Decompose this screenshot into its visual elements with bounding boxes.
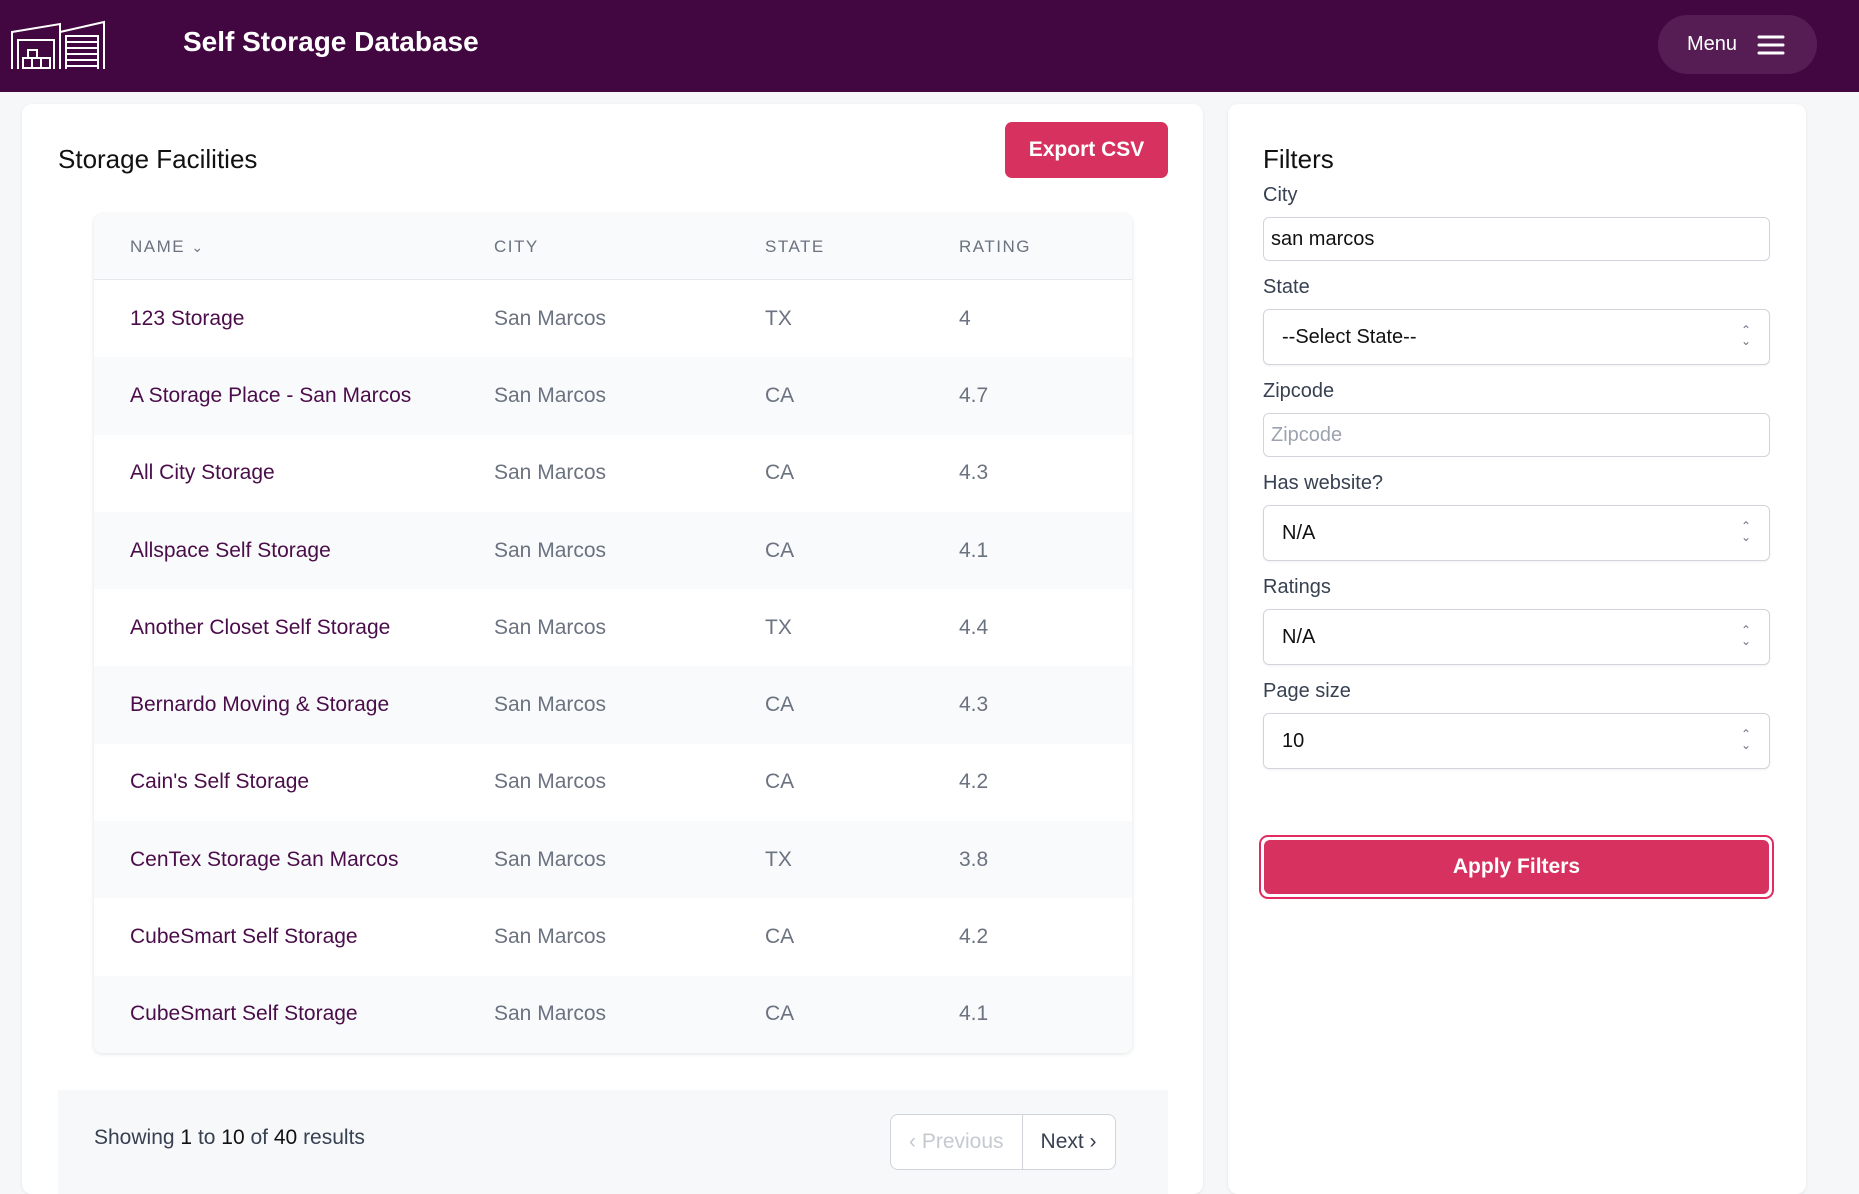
warehouse-logo-icon [11,20,105,69]
state-cell: CA [765,538,795,562]
filters-card: Filters City san marcos State --Select S… [1228,104,1806,1194]
facility-name-link[interactable]: 123 Storage [130,306,245,330]
table-row: 123 Storage San Marcos TX 4 [94,280,1132,357]
previous-button[interactable]: ‹ Previous [891,1115,1023,1169]
rating-cell: 4.4 [959,615,989,639]
has-website-select[interactable]: N/A ⌃ ⌄ [1263,505,1770,561]
pager: ‹ Previous Next › [890,1114,1116,1170]
menu-label: Menu [1687,33,1738,55]
state-cell: TX [765,306,792,330]
zipcode-label: Zipcode [1263,380,1335,402]
export-csv-button[interactable]: Export CSV [1005,122,1168,178]
rating-cell: 4.1 [959,1002,989,1026]
chevron-right-icon: › [1083,1130,1097,1153]
facility-name-link[interactable]: Bernardo Moving & Storage [130,693,390,717]
rating-cell: 4 [959,306,971,330]
facilities-card: Storage Facilities Export CSV NAME ⌄ CIT… [22,104,1203,1194]
table-row: CubeSmart Self Storage San Marcos CA 4.2 [94,898,1132,975]
select-chevron-icon: ⌃ ⌄ [1740,323,1751,348]
column-header-city: CITY [494,236,539,256]
table-row: Cain's Self Storage San Marcos CA 4.2 [94,744,1132,821]
state-cell: CA [765,383,795,407]
page-size-select[interactable]: 10 ⌃ ⌄ [1263,713,1770,769]
select-chevron-icon: ⌃ ⌄ [1740,623,1751,648]
facility-name-link[interactable]: Allspace Self Storage [130,538,331,562]
column-header-state: STATE [765,236,825,256]
pagination-bar: Showing 1 to 10 of 40 results ‹ Previous… [58,1090,1168,1194]
rating-cell: 4.1 [959,538,989,562]
next-button[interactable]: Next › [1040,1130,1097,1153]
city-cell: San Marcos [494,925,607,949]
city-cell: San Marcos [494,1002,607,1026]
has-website-label: Has website? [1263,472,1384,494]
page-size-label: Page size [1263,680,1351,702]
zipcode-input[interactable]: Zipcode [1263,413,1770,457]
table-row: Bernardo Moving & Storage San Marcos CA 4.3 [94,666,1132,744]
apply-filters-button[interactable]: Apply Filters [1259,835,1774,899]
rating-cell: 4.2 [959,770,989,794]
rating-cell: 4.3 [959,693,989,717]
app-title: Self Storage Database [183,26,479,57]
menu-button[interactable]: Menu [1658,15,1817,74]
city-cell: San Marcos [494,306,607,330]
facility-name-link[interactable]: Cain's Self Storage [130,770,310,794]
facility-name-link[interactable]: All City Storage [130,461,275,485]
hamburger-icon [1757,35,1785,54]
rating-cell: 3.8 [959,847,989,871]
table-row: CubeSmart Self Storage San Marcos CA 4.1 [94,975,1132,1053]
table-header: NAME ⌄ CITY STATE RATING [94,214,1132,280]
column-header-name[interactable]: NAME ⌄ [130,236,205,256]
select-chevron-icon: ⌃ ⌄ [1740,519,1751,544]
facility-name-link[interactable]: Another Closet Self Storage [130,615,391,639]
state-cell: CA [765,461,795,485]
chevron-down-icon: ⌄ [191,238,205,255]
city-cell: San Marcos [494,693,607,717]
facility-name-link[interactable]: CubeSmart Self Storage [130,925,358,949]
facility-name-link[interactable]: CenTex Storage San Marcos [130,847,399,871]
city-cell: San Marcos [494,770,607,794]
select-chevron-icon: ⌃ ⌄ [1740,727,1751,752]
top-bar: Self Storage Database Menu [0,0,1859,92]
ratings-label: Ratings [1263,576,1331,598]
state-cell: TX [765,847,792,871]
state-select[interactable]: --Select State-- ⌃ ⌄ [1263,309,1770,365]
facility-name-link[interactable]: A Storage Place - San Marcos [130,383,412,407]
ratings-select[interactable]: N/A ⌃ ⌄ [1263,609,1770,665]
facilities-table: NAME ⌄ CITY STATE RATING 123 Storage San … [94,214,1132,1053]
city-cell: San Marcos [494,847,607,871]
filters-title: Filters [1263,144,1334,174]
state-cell: CA [765,1002,795,1026]
table-row: Another Closet Self Storage San Marcos TX 4… [94,589,1132,666]
city-cell: San Marcos [494,461,607,485]
city-cell: San Marcos [494,615,607,639]
state-label: State [1263,276,1310,298]
rating-cell: 4.3 [959,461,989,485]
results-summary: Showing 1 to 10 of 40 results [94,1126,365,1149]
city-label: City [1263,184,1298,206]
rating-cell: 4.7 [959,383,989,407]
table-row: CenTex Storage San Marcos San Marcos TX 3.8 [94,821,1132,899]
state-cell: TX [765,615,792,639]
table-row: Allspace Self Storage San Marcos CA 4.1 [94,511,1132,590]
city-input[interactable]: san marcos [1263,217,1770,261]
facility-name-link[interactable]: CubeSmart Self Storage [130,1002,358,1026]
rating-cell: 4.2 [959,925,989,949]
chevron-left-icon: ‹ [909,1130,922,1153]
column-header-rating: RATING [959,236,1031,256]
table-row: All City Storage San Marcos CA 4.3 [94,435,1132,512]
state-cell: CA [765,693,795,717]
city-cell: San Marcos [494,383,607,407]
state-cell: CA [765,925,795,949]
table-row: A Storage Place - San Marcos San Marcos CA… [94,357,1132,435]
page-title: Storage Facilities [58,144,258,174]
state-cell: CA [765,770,795,794]
city-cell: San Marcos [494,538,607,562]
